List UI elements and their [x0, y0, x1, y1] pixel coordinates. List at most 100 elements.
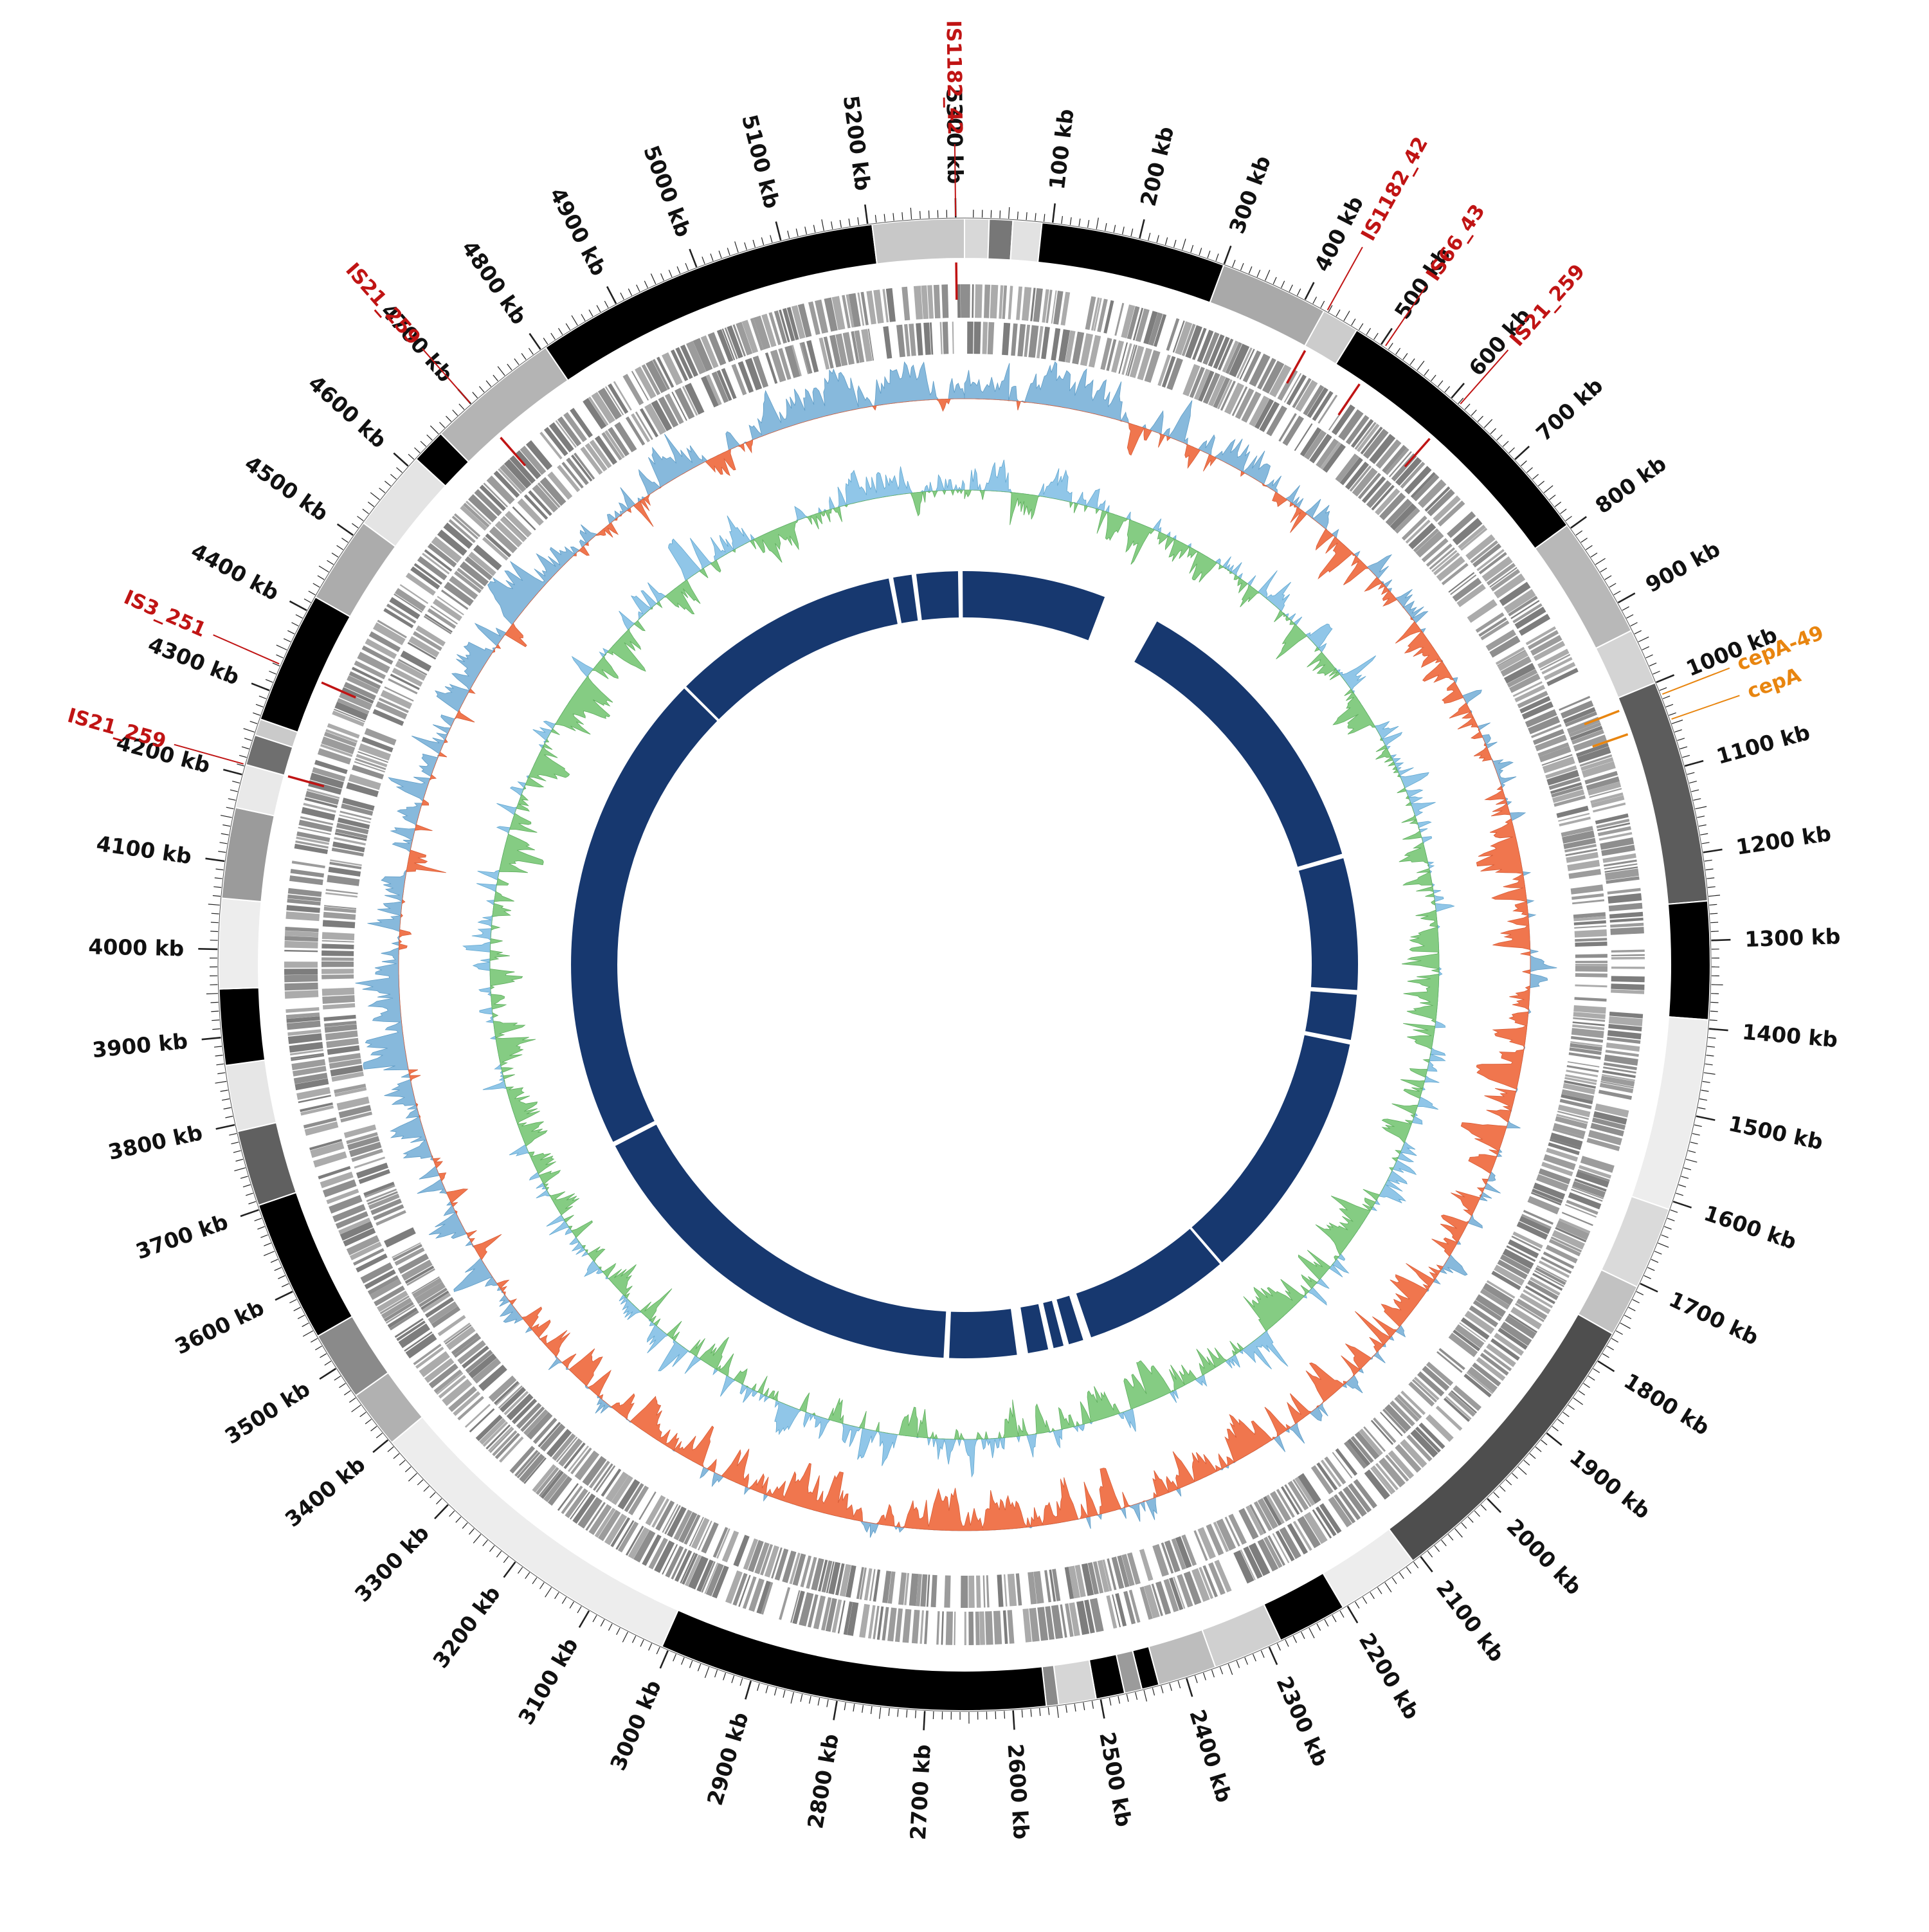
tick-mark	[1208, 251, 1210, 258]
tick-mark	[1363, 1597, 1366, 1603]
tick-mark	[1374, 333, 1379, 340]
contig-segment	[392, 1417, 678, 1646]
cds-block	[1016, 286, 1022, 320]
tick-mark	[1611, 1338, 1618, 1342]
cds-block	[859, 1604, 870, 1638]
cds-block	[1085, 296, 1096, 330]
tick-mark	[212, 913, 219, 914]
tick-mark	[302, 1323, 309, 1327]
tick-label: 2200 kb	[1354, 1628, 1425, 1724]
tick-mark	[1591, 553, 1597, 558]
tick-mark	[1629, 1308, 1636, 1311]
cds-block	[1611, 957, 1645, 960]
cds-block	[392, 1243, 421, 1259]
tick-mark	[1195, 1675, 1197, 1683]
alignment-segment	[1076, 1229, 1220, 1338]
tick-mark	[341, 538, 348, 543]
tick-label: 900 kb	[1642, 536, 1725, 597]
cds-block	[1537, 649, 1570, 669]
tick-mark	[1663, 696, 1670, 698]
tick-mark	[633, 1636, 636, 1643]
tick-label: 2300 kb	[1271, 1673, 1333, 1771]
tick-mark	[902, 212, 903, 220]
tick-mark	[215, 878, 222, 879]
tick-mark	[405, 1467, 411, 1472]
tick-label: 2100 kb	[1431, 1576, 1510, 1667]
cds-block	[1611, 976, 1645, 983]
cds-block	[285, 990, 319, 999]
tick-mark	[320, 1369, 336, 1379]
tick-mark	[1224, 246, 1231, 264]
tick-mark	[1241, 263, 1244, 270]
tick-mark	[332, 553, 338, 558]
tick-mark	[1127, 1694, 1128, 1702]
tick-mark	[1708, 1037, 1716, 1038]
tick-mark	[1640, 1284, 1658, 1292]
tick-mark	[397, 468, 403, 473]
tick-mark	[1406, 1567, 1411, 1574]
cds-block	[946, 1612, 953, 1645]
cds-block	[952, 322, 954, 354]
tick-mark	[276, 645, 287, 650]
tick-mark	[233, 1151, 241, 1153]
cds-block	[940, 322, 943, 354]
cds-block	[284, 941, 318, 949]
tick-mark	[257, 1226, 264, 1229]
tick-mark	[577, 1607, 581, 1613]
cds-block	[997, 1574, 1004, 1607]
tick-mark	[1666, 704, 1673, 707]
cds-block	[1575, 938, 1607, 942]
tick-mark	[530, 334, 541, 350]
cds-block	[1371, 1420, 1393, 1445]
tick-mark	[1317, 1624, 1321, 1631]
tick-label: 1300 kb	[1744, 924, 1841, 952]
tick-mark	[213, 896, 221, 897]
gene-label: IS1182_42	[942, 20, 966, 135]
tick-mark	[540, 1583, 545, 1589]
tick-mark	[390, 474, 396, 479]
tick-mark	[1424, 369, 1429, 376]
tick-label: 4600 kb	[303, 370, 392, 453]
tick-mark	[1622, 606, 1629, 610]
tick-mark	[1074, 1704, 1076, 1711]
cds-block	[1003, 1610, 1008, 1644]
tick-mark	[415, 448, 421, 453]
tick-mark	[1686, 1159, 1697, 1162]
tick-mark	[1325, 1619, 1328, 1627]
tick-mark	[555, 1592, 559, 1599]
contig-segment	[226, 1060, 276, 1131]
tick-mark	[1696, 1116, 1715, 1120]
tick-label: 4000 kb	[88, 934, 185, 961]
tick-mark	[1509, 448, 1515, 453]
tick-mark	[1581, 538, 1588, 543]
tick-mark	[1533, 474, 1539, 479]
cds-block	[1611, 967, 1645, 969]
tick-mark	[253, 713, 260, 715]
tick-label: 3300 kb	[350, 1520, 434, 1607]
alignment-segment	[1134, 621, 1342, 867]
tick-mark	[1644, 1275, 1651, 1279]
tick-mark	[340, 1383, 346, 1388]
tick-label: 1500 kb	[1726, 1111, 1825, 1154]
tick-mark	[221, 816, 232, 818]
tick-mark	[421, 441, 426, 446]
cds-block	[1051, 328, 1060, 360]
tick-mark	[690, 1661, 693, 1668]
gc-skew-track	[356, 362, 1557, 1538]
tick-mark	[1245, 1657, 1248, 1664]
tick-label: 1900 kb	[1565, 1444, 1655, 1524]
tick-mark	[1092, 1701, 1093, 1709]
cds-block	[916, 323, 923, 355]
tick-mark	[1131, 229, 1133, 237]
tick-mark	[608, 1624, 612, 1631]
tick-mark	[1709, 1029, 1728, 1031]
tick-mark	[212, 1020, 219, 1021]
cds-block	[322, 961, 354, 967]
tick-mark	[1070, 217, 1071, 225]
gene-label: cepA-49	[1734, 621, 1827, 676]
tick-mark	[1633, 1300, 1640, 1303]
tick-mark	[1431, 375, 1436, 381]
tick-mark	[503, 1556, 508, 1563]
tick-mark	[483, 1540, 488, 1546]
tick-mark	[225, 1116, 233, 1118]
